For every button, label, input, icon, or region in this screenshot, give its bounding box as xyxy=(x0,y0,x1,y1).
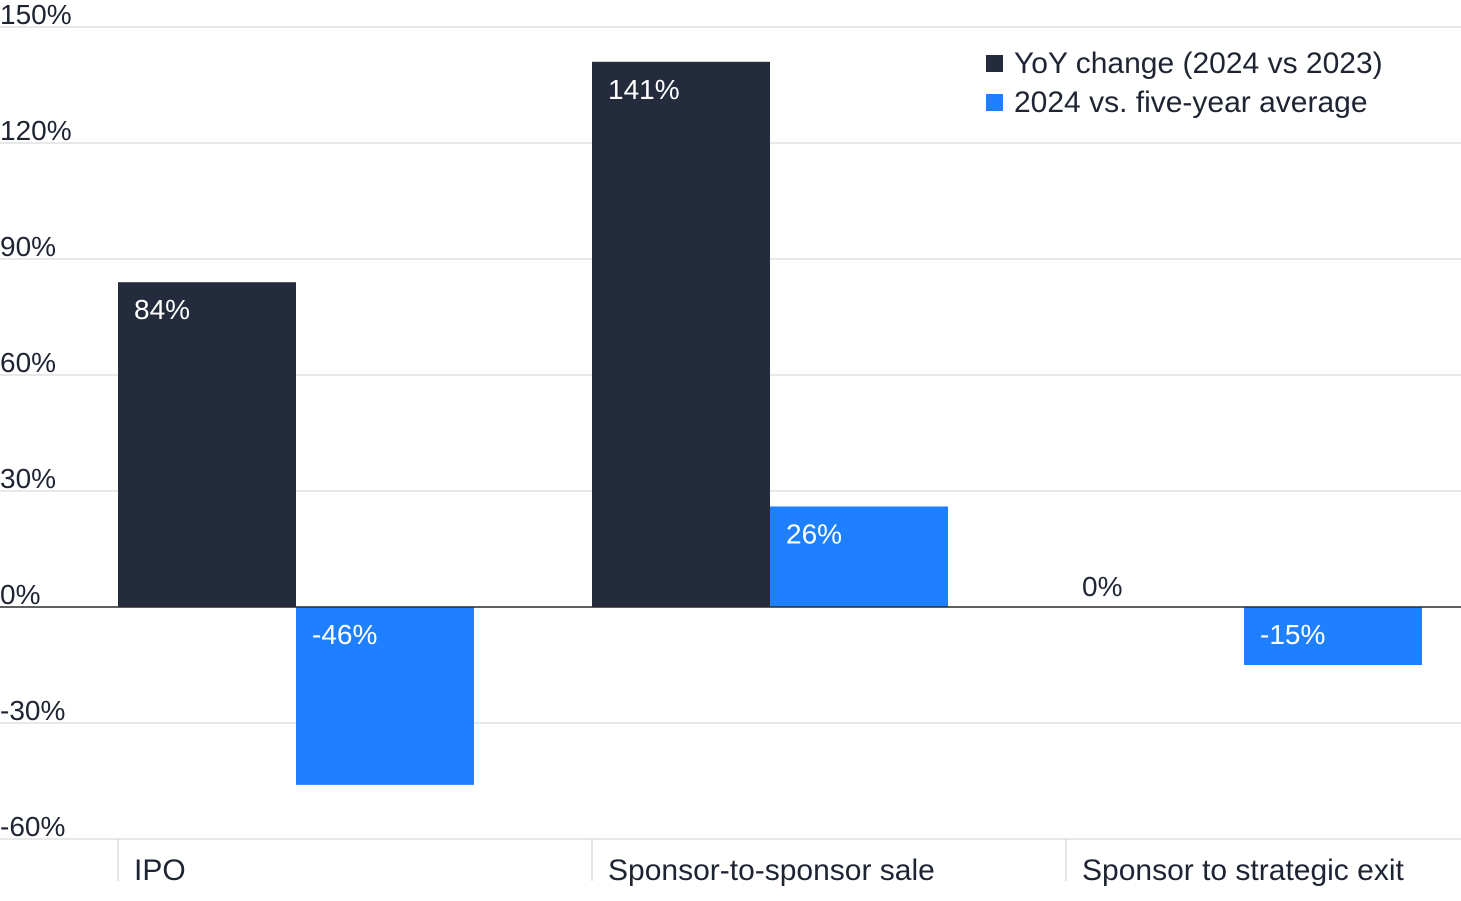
category-label: Sponsor-to-sponsor sale xyxy=(608,854,935,887)
y-tick-label: 0% xyxy=(0,579,40,610)
y-tick-label: 60% xyxy=(0,347,56,378)
data-label: 26% xyxy=(786,518,842,549)
legend-swatch xyxy=(986,55,1003,72)
data-label: -15% xyxy=(1260,619,1325,650)
y-axis-tick-labels: 150% 120% 90% 60% 30% 0% -30% -60% xyxy=(0,0,72,842)
y-tick-label: -30% xyxy=(0,695,65,726)
y-tick-label: 120% xyxy=(0,115,72,146)
data-label: 141% xyxy=(608,74,680,105)
category-label: IPO xyxy=(134,854,186,887)
data-label: 84% xyxy=(134,294,190,325)
y-tick-label: 90% xyxy=(0,231,56,262)
bar xyxy=(770,506,948,607)
category-label: Sponsor to strategic exit xyxy=(1082,854,1404,887)
y-tick-label: 30% xyxy=(0,463,56,494)
data-label: 0% xyxy=(1082,571,1122,602)
bar xyxy=(118,282,296,607)
legend: YoY change (2024 vs 2023) 2024 vs. five-y… xyxy=(986,47,1383,119)
bars xyxy=(118,61,1422,785)
data-labels: 84% -46% 141% 26% 0% -15% xyxy=(134,74,1325,650)
bar xyxy=(592,61,770,608)
bar xyxy=(1244,607,1422,665)
legend-label: YoY change (2024 vs 2023) xyxy=(1014,47,1383,80)
data-label: -46% xyxy=(312,619,377,650)
y-tick-label: -60% xyxy=(0,811,65,842)
bar xyxy=(296,607,474,785)
category-labels: IPO Sponsor-to-sponsor sale Sponsor to str… xyxy=(117,839,1404,887)
legend-label: 2024 vs. five-year average xyxy=(1014,86,1368,119)
legend-swatch xyxy=(986,94,1003,111)
y-tick-label: 150% xyxy=(0,0,72,30)
